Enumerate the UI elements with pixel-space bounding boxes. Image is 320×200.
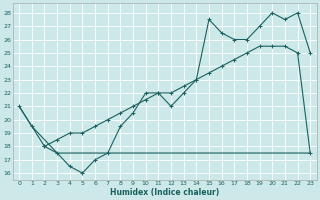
X-axis label: Humidex (Indice chaleur): Humidex (Indice chaleur) — [110, 188, 219, 197]
